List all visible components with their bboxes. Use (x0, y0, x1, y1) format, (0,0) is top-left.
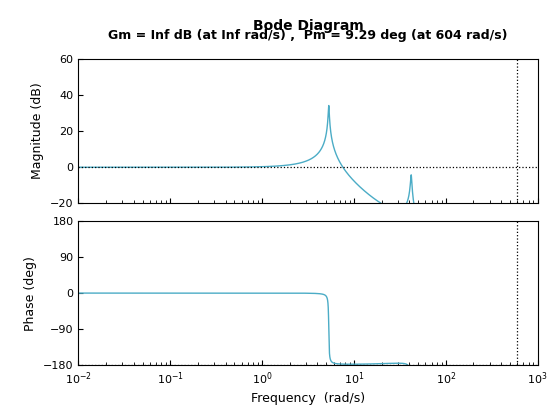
Y-axis label: Phase (deg): Phase (deg) (25, 256, 38, 331)
Text: Bode Diagram: Bode Diagram (253, 19, 363, 33)
Y-axis label: Magnitude (dB): Magnitude (dB) (31, 83, 44, 179)
Text: Gm = Inf dB (at Inf rad/s) ,  Pm = 9.29 deg (at 604 rad/s): Gm = Inf dB (at Inf rad/s) , Pm = 9.29 d… (108, 29, 508, 42)
X-axis label: Frequency  (rad/s): Frequency (rad/s) (251, 392, 365, 405)
